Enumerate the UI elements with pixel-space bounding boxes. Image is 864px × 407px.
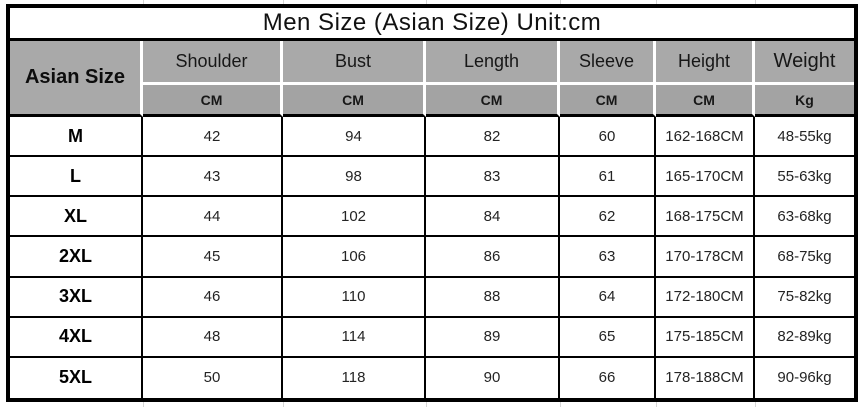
value-cell-weight: 75-82kg — [755, 277, 854, 318]
value-cell-bust: 106 — [283, 237, 426, 278]
value-cell-length: 90 — [426, 357, 560, 398]
col-unit-height: CM — [656, 85, 755, 117]
value-cell-sleeve: 64 — [560, 277, 656, 318]
value-cell-shoulder: 44 — [143, 197, 283, 238]
value-cell-sleeve: 65 — [560, 317, 656, 358]
spreadsheet-gridline — [426, 0, 427, 4]
col-unit-sleeve: CM — [560, 85, 656, 117]
spreadsheet-gridline — [755, 0, 756, 4]
value-cell-weight: 48-55kg — [755, 117, 854, 158]
value-cell-bust: 118 — [283, 357, 426, 398]
value-cell-shoulder: 50 — [143, 357, 283, 398]
size-cell: 3XL — [10, 277, 143, 318]
value-cell-bust: 114 — [283, 317, 426, 358]
col-header-height: Height — [656, 41, 755, 85]
value-cell-sleeve: 60 — [560, 117, 656, 158]
spreadsheet-gridline — [143, 402, 144, 407]
size-cell: 2XL — [10, 237, 143, 278]
value-cell-height: 170-178CM — [656, 237, 755, 278]
spreadsheet-gridline — [283, 0, 284, 4]
col-unit-length: CM — [426, 85, 560, 117]
spreadsheet-gridline — [283, 402, 284, 407]
col-unit-bust: CM — [283, 85, 426, 117]
value-cell-length: 89 — [426, 317, 560, 358]
value-cell-height: 175-185CM — [656, 317, 755, 358]
col-header-weight: Weight — [755, 41, 854, 85]
col-unit-weight: Kg — [755, 85, 854, 117]
col-header-sleeve: Sleeve — [560, 41, 656, 85]
value-cell-height: 168-175CM — [656, 197, 755, 238]
value-cell-shoulder: 43 — [143, 157, 283, 198]
spreadsheet-gridline — [560, 0, 561, 4]
value-cell-sleeve: 62 — [560, 197, 656, 238]
value-cell-length: 86 — [426, 237, 560, 278]
table-title: Men Size (Asian Size) Unit:cm — [10, 8, 854, 41]
value-cell-bust: 94 — [283, 117, 426, 158]
value-cell-shoulder: 46 — [143, 277, 283, 318]
corner-header-asian-size: Asian Size — [10, 41, 143, 117]
value-cell-sleeve: 61 — [560, 157, 656, 198]
value-cell-weight: 68-75kg — [755, 237, 854, 278]
size-table: Men Size (Asian Size) Unit:cm Asian Size… — [6, 4, 858, 402]
col-header-shoulder: Shoulder — [143, 41, 283, 85]
value-cell-bust: 102 — [283, 197, 426, 238]
col-header-bust: Bust — [283, 41, 426, 85]
value-cell-weight: 63-68kg — [755, 197, 854, 238]
value-cell-sleeve: 66 — [560, 357, 656, 398]
col-header-length: Length — [426, 41, 560, 85]
value-cell-weight: 82-89kg — [755, 317, 854, 358]
value-cell-length: 84 — [426, 197, 560, 238]
size-cell: 4XL — [10, 317, 143, 358]
size-cell: 5XL — [10, 357, 143, 398]
value-cell-shoulder: 48 — [143, 317, 283, 358]
value-cell-shoulder: 42 — [143, 117, 283, 158]
value-cell-weight: 55-63kg — [755, 157, 854, 198]
value-cell-weight: 90-96kg — [755, 357, 854, 398]
value-cell-bust: 110 — [283, 277, 426, 318]
spreadsheet-gridline — [656, 0, 657, 4]
spreadsheet-gridline — [426, 402, 427, 407]
value-cell-shoulder: 45 — [143, 237, 283, 278]
value-cell-bust: 98 — [283, 157, 426, 198]
spreadsheet-gridline — [143, 0, 144, 4]
value-cell-sleeve: 63 — [560, 237, 656, 278]
size-cell: L — [10, 157, 143, 198]
value-cell-length: 83 — [426, 157, 560, 198]
spreadsheet-gridline — [656, 402, 657, 407]
size-cell: M — [10, 117, 143, 158]
value-cell-height: 165-170CM — [656, 157, 755, 198]
spreadsheet-gridline — [755, 402, 756, 407]
value-cell-height: 178-188CM — [656, 357, 755, 398]
size-cell: XL — [10, 197, 143, 238]
value-cell-height: 172-180CM — [656, 277, 755, 318]
col-unit-shoulder: CM — [143, 85, 283, 117]
value-cell-length: 82 — [426, 117, 560, 158]
value-cell-length: 88 — [426, 277, 560, 318]
spreadsheet-gridline — [560, 402, 561, 407]
value-cell-height: 162-168CM — [656, 117, 755, 158]
